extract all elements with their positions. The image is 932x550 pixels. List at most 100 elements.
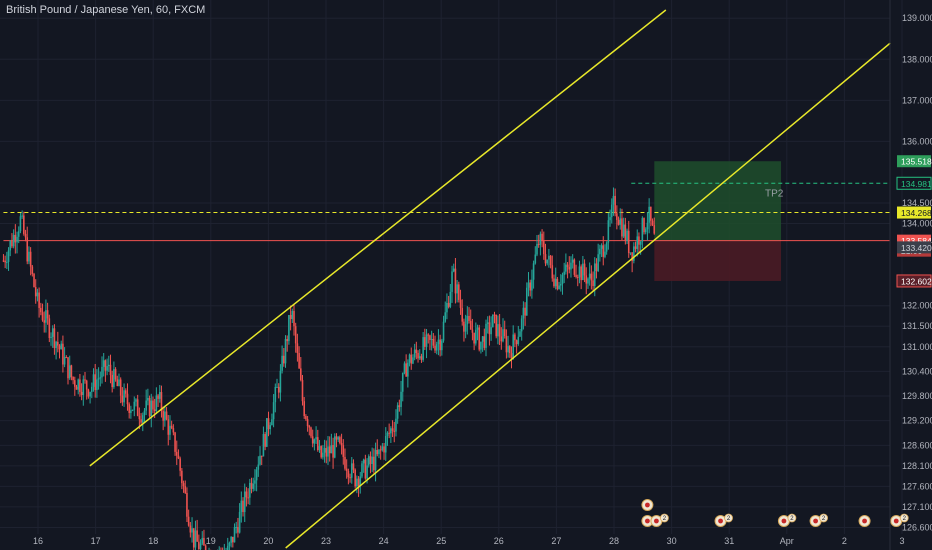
candle-body bbox=[67, 357, 69, 379]
candle-body bbox=[473, 332, 475, 344]
candles bbox=[2, 187, 656, 550]
event-count-label: 2 bbox=[727, 516, 731, 522]
candle-body bbox=[522, 307, 525, 319]
event-icons[interactable]: 2 2 2 2 2 bbox=[641, 499, 909, 527]
x-tick-label: 19 bbox=[206, 536, 216, 546]
candle-body bbox=[279, 370, 282, 393]
candle-body bbox=[480, 341, 482, 350]
candle-body bbox=[126, 393, 129, 405]
candle-body bbox=[488, 322, 491, 335]
candle-body bbox=[617, 219, 620, 225]
candle-body bbox=[417, 352, 419, 359]
candle-body bbox=[493, 314, 496, 316]
candle-body bbox=[381, 446, 384, 450]
candle-body bbox=[260, 455, 263, 457]
candle-body bbox=[648, 206, 650, 223]
x-tick-label: 24 bbox=[379, 536, 389, 546]
candle-body bbox=[70, 365, 73, 378]
price-tag-label: 133.420 bbox=[901, 243, 932, 253]
candle-body bbox=[597, 254, 599, 272]
event-count-badge bbox=[787, 513, 797, 523]
channel-line bbox=[89, 9, 667, 467]
candle-body bbox=[293, 311, 295, 327]
y-tick-label: 128.100 bbox=[902, 461, 932, 471]
candle-body bbox=[524, 307, 526, 316]
channel-line bbox=[285, 42, 891, 549]
flag-icon-dot bbox=[893, 518, 899, 524]
candle-body bbox=[50, 336, 52, 338]
candle-body bbox=[28, 251, 30, 262]
candle-body bbox=[254, 480, 256, 484]
candle-body bbox=[77, 379, 80, 390]
candle-body bbox=[340, 443, 343, 446]
candle-body bbox=[310, 427, 312, 437]
candle-body bbox=[469, 320, 472, 330]
candle-body bbox=[330, 445, 333, 454]
candle-body bbox=[337, 437, 339, 440]
price-tag bbox=[896, 176, 932, 190]
candle-body bbox=[111, 374, 113, 388]
candle-body bbox=[458, 284, 460, 300]
candle-body bbox=[532, 263, 535, 280]
candle-body bbox=[390, 428, 392, 434]
candle-body bbox=[446, 302, 448, 313]
candle-body bbox=[63, 357, 66, 365]
y-tick-label: 131.000 bbox=[902, 342, 932, 352]
candle-body bbox=[192, 528, 195, 548]
candle-body bbox=[266, 418, 268, 447]
candle-body bbox=[328, 446, 331, 454]
candle-body bbox=[442, 321, 445, 341]
candle-body bbox=[187, 516, 190, 526]
candle-body bbox=[104, 360, 107, 371]
candle-body bbox=[274, 386, 277, 403]
candle-body bbox=[478, 327, 481, 350]
candle-body bbox=[626, 230, 628, 241]
candle-body bbox=[638, 236, 640, 245]
candle-body bbox=[41, 312, 44, 321]
candle-body bbox=[559, 283, 562, 286]
candle-body bbox=[452, 268, 455, 272]
x-tick-label: 27 bbox=[551, 536, 561, 546]
candle-body bbox=[26, 237, 29, 262]
y-tick-label: 136.000 bbox=[902, 136, 932, 146]
candle-body bbox=[17, 231, 20, 237]
y-tick-label: 134.500 bbox=[902, 198, 932, 208]
candle-body bbox=[141, 415, 144, 423]
candle-body bbox=[463, 321, 465, 332]
candle-body bbox=[264, 434, 266, 447]
candle-body bbox=[2, 260, 5, 262]
price-axis[interactable]: 139.000 138.000 137.000 136.000 134.500 134.0… bbox=[902, 13, 932, 532]
candle-body bbox=[566, 264, 569, 268]
flag-icon-dot bbox=[781, 518, 787, 524]
candle-body bbox=[561, 274, 564, 284]
channel-lines[interactable] bbox=[89, 9, 891, 549]
candle-body bbox=[556, 278, 559, 289]
candle-body bbox=[512, 334, 514, 359]
time-axis[interactable]: 16171819202324252627283031Apr236 bbox=[33, 536, 932, 546]
candle-body bbox=[157, 395, 159, 399]
candle-body bbox=[249, 482, 251, 498]
candle-body bbox=[14, 234, 17, 243]
candle-body bbox=[588, 273, 591, 279]
candle-body bbox=[118, 379, 120, 387]
candle-body bbox=[605, 242, 608, 252]
candle-body bbox=[653, 225, 656, 234]
candle-body bbox=[167, 419, 170, 435]
x-tick-label: 28 bbox=[609, 536, 619, 546]
x-tick-label: 18 bbox=[148, 536, 158, 546]
candle-body bbox=[410, 354, 413, 364]
candle-body bbox=[391, 428, 394, 431]
event-count-label: 2 bbox=[822, 516, 826, 522]
candle-body bbox=[614, 195, 616, 214]
candle-body bbox=[568, 267, 571, 270]
price-tag-label: 132.602 bbox=[901, 276, 932, 286]
candle-body bbox=[230, 536, 232, 543]
candle-body bbox=[60, 343, 63, 350]
flag-icon-dot bbox=[862, 518, 867, 524]
candle-body bbox=[514, 334, 516, 341]
candle-body bbox=[186, 492, 188, 517]
candle-body bbox=[145, 400, 147, 411]
candle-body bbox=[607, 220, 610, 243]
candle-body bbox=[130, 410, 132, 413]
